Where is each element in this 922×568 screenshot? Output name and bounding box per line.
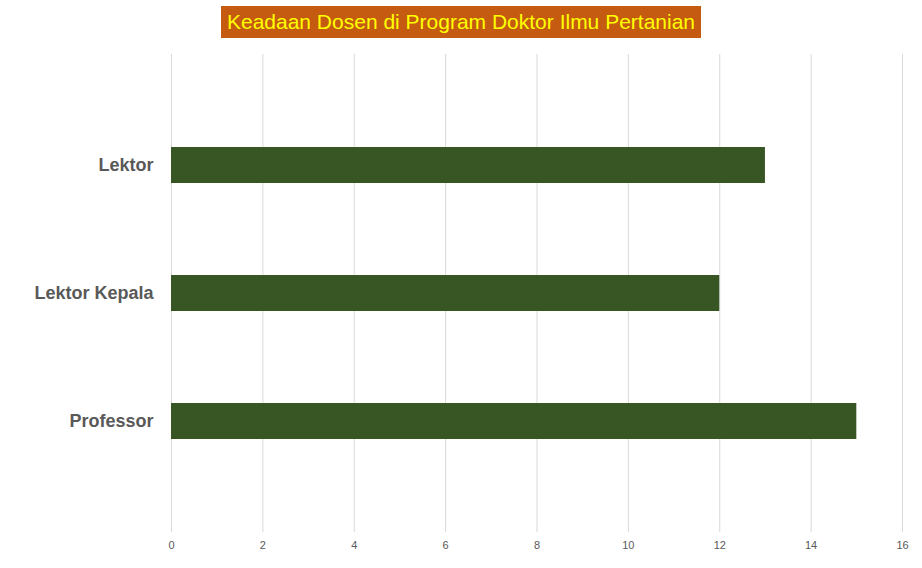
svg-text:4: 4 (351, 539, 357, 551)
html-text:Keadaan Dosen di Program Dokto: Keadaan Dosen di Program Doktor Ilmu Per… (227, 10, 695, 33)
svg-text:Professor: Professor (69, 411, 153, 431)
svg-text:2: 2 (260, 539, 266, 551)
svg-text:8: 8 (534, 539, 540, 551)
svg-text:14: 14 (805, 539, 817, 551)
svg-text:12: 12 (714, 539, 726, 551)
svg-text:10: 10 (622, 539, 634, 551)
svg-text:6: 6 (443, 539, 449, 551)
svg-text:0: 0 (168, 539, 174, 551)
svg-text:Lektor: Lektor (98, 155, 153, 175)
svg-text:16: 16 (896, 539, 908, 551)
svg-text:Lektor Kepala: Lektor Kepala (34, 283, 154, 303)
